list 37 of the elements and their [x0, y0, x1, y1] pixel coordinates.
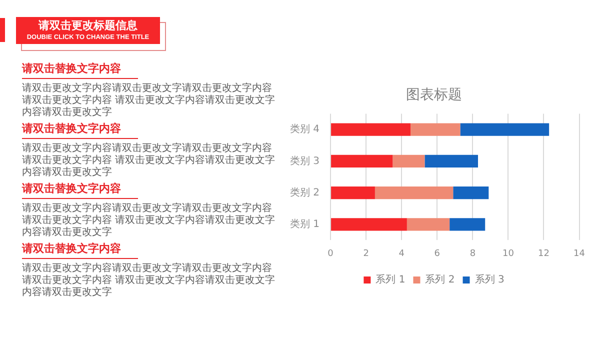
bar	[374, 186, 454, 200]
x-tick-label: 6	[434, 248, 440, 259]
y-tick-label: 类别 3	[290, 154, 320, 167]
x-tick-label: 10	[502, 248, 514, 259]
legend-label: 系列 2	[425, 274, 455, 286]
text: 请双击更改文字内容请双击更改文字请双击更改文字内容请双击更改文字内容 请双击更改文字内容请双击更改文字内容请双击更改文字	[22, 263, 276, 299]
text: 请双击替换文字内容	[22, 182, 138, 199]
text: 请双击替换文字内容	[22, 122, 138, 139]
bar	[392, 154, 425, 168]
legend-label: 系列 3	[474, 274, 504, 286]
bar	[460, 123, 550, 136]
text: 请双击更改文字内容请双击更改文字请双击更改文字内容请双击更改文字内容 请双击更改文字内容请双击更改文字内容请双击更改文字	[22, 143, 276, 179]
bar	[410, 123, 460, 136]
y-tick-label: 类别 1	[290, 218, 320, 230]
text: 请双击更改标题信息	[37, 18, 138, 33]
bar	[453, 186, 489, 200]
bar	[331, 123, 410, 136]
text: 请双击更改文字内容请双击更改文字请双击更改文字内容请双击更改文字内容 请双击更改文字内容请双击更改文字内容请双击更改文字	[22, 203, 276, 239]
text: 请双击替换文字内容	[22, 242, 138, 259]
y-tick-label: 类别 4	[290, 123, 320, 136]
x-tick-label: 8	[470, 248, 476, 259]
chart-title: 图表标题	[406, 87, 462, 104]
bar	[424, 154, 478, 168]
bar	[331, 154, 393, 168]
bar	[331, 186, 375, 200]
x-tick-label: 0	[328, 248, 334, 259]
bar	[406, 218, 450, 231]
text: 请双击更改文字内容请双击更改文字请双击更改文字内容请双击更改文字内容 请双击更改文字内容请双击更改文字内容请双击更改文字	[22, 83, 276, 119]
legend-label: 系列 1	[376, 274, 406, 286]
x-tick-label: 14	[574, 248, 586, 259]
bar	[331, 218, 407, 231]
x-tick-label: 12	[538, 248, 550, 259]
y-tick-label: 类别 2	[290, 186, 320, 198]
bar	[450, 218, 486, 231]
x-tick-label: 4	[398, 248, 405, 259]
x-tick-label: 2	[363, 248, 369, 259]
text: 请双击替换文字内容	[22, 62, 138, 79]
